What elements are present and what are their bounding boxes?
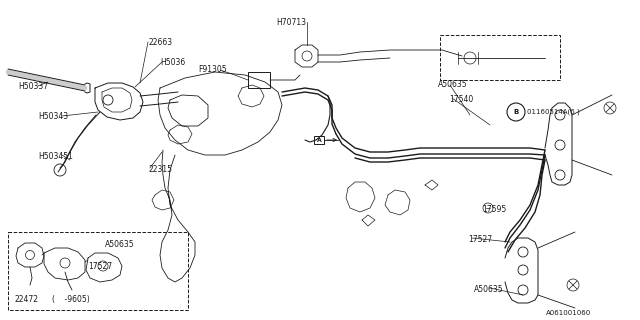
Text: H70713: H70713 <box>276 18 306 27</box>
Text: A061001060: A061001060 <box>546 310 591 316</box>
Text: H5036: H5036 <box>160 58 185 67</box>
Bar <box>440 35 560 80</box>
Text: A: A <box>317 138 321 142</box>
Text: A50635: A50635 <box>438 80 468 89</box>
Bar <box>314 136 324 144</box>
Text: 01160514A(6 ): 01160514A(6 ) <box>527 108 580 115</box>
Text: 22315: 22315 <box>148 165 172 174</box>
Text: 22472: 22472 <box>14 295 38 304</box>
Text: (    -9605): ( -9605) <box>52 295 90 304</box>
Text: B: B <box>513 109 518 115</box>
Text: A50635: A50635 <box>474 285 504 294</box>
Text: H50343: H50343 <box>38 112 68 121</box>
Text: F91305: F91305 <box>198 65 227 74</box>
Text: H50337: H50337 <box>18 82 48 91</box>
Text: 17595: 17595 <box>482 205 506 214</box>
Text: A50635: A50635 <box>105 240 134 249</box>
Text: 17527: 17527 <box>468 235 492 244</box>
Text: 17540: 17540 <box>449 95 473 104</box>
Text: H503451: H503451 <box>38 152 73 161</box>
Bar <box>8 232 188 310</box>
Bar <box>248 72 270 88</box>
Text: 17527: 17527 <box>88 262 112 271</box>
Text: 22663: 22663 <box>148 38 172 47</box>
